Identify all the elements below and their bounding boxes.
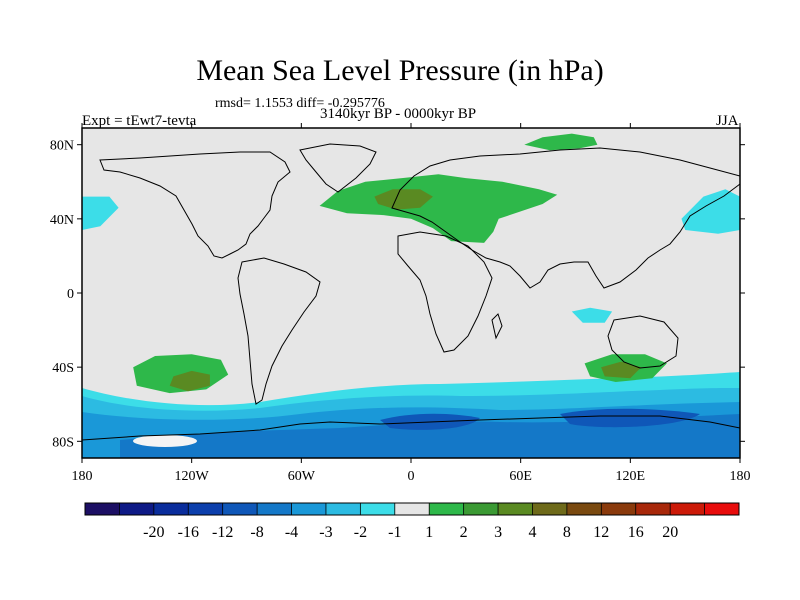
- colorbar-swatch: [188, 503, 224, 515]
- colorbar-swatch: [257, 503, 293, 515]
- chart-title: Mean Sea Level Pressure (in hPa): [196, 54, 604, 87]
- southern-ocean-bands: [82, 372, 740, 458]
- colorbar-label: 2: [460, 524, 468, 541]
- colorbar-label: 8: [563, 524, 571, 541]
- colorbar-label: 20: [662, 524, 678, 541]
- region-indian-ocean-low: [571, 307, 613, 323]
- period-label: 3140kyr BP - 0000kyr BP: [320, 106, 477, 122]
- lat-label: 80S: [52, 435, 74, 450]
- lat-label: 0: [67, 287, 74, 302]
- region-north-atlantic-high: [319, 174, 558, 243]
- colorbar-label: -12: [212, 524, 233, 541]
- longitude-axis: 180 120W 60W 0 60E 120E 180: [72, 123, 751, 484]
- lon-label: 60E: [509, 469, 532, 484]
- colorbar-swatch: [532, 503, 568, 515]
- colorbar-swatch: [635, 503, 671, 515]
- region-north-pacific-low: [681, 189, 740, 234]
- lon-label: 180: [730, 469, 751, 484]
- coast-australia: [607, 315, 679, 369]
- coast-eurasia: [391, 147, 740, 289]
- lat-label: 40S: [52, 361, 74, 376]
- colorbar-swatch: [566, 503, 602, 515]
- colorbar-swatch: [291, 503, 327, 515]
- coast-antarctica: [82, 415, 740, 441]
- colorbar-swatch: [394, 503, 430, 515]
- subtitle-stats: rmsd= 1.1553 diff= -0.295776: [215, 96, 385, 111]
- colorbar-swatch: [153, 503, 189, 515]
- lon-label: 180: [72, 469, 93, 484]
- colorbar-label: 1: [425, 524, 433, 541]
- region-north-pacific-low-west: [82, 196, 119, 230]
- colorbar-label: 16: [628, 524, 644, 541]
- lon-label: 0: [408, 469, 415, 484]
- antarctic-neutral-patch: [133, 435, 197, 447]
- colorbar-swatch: [704, 503, 740, 515]
- coast-south-america: [237, 257, 321, 405]
- colorbar-label: 12: [593, 524, 609, 541]
- lat-label: 40N: [50, 213, 74, 228]
- season-label: JJA: [716, 113, 739, 129]
- colorbar-label: -2: [354, 524, 367, 541]
- colorbar-swatch: [498, 503, 533, 515]
- region-south-australia-core: [601, 361, 642, 379]
- lon-label: 120W: [175, 469, 210, 484]
- coast-africa: [397, 231, 493, 353]
- colorbar-swatch: [670, 503, 706, 515]
- colorbar-label: -1: [388, 524, 401, 541]
- colorbar-label: -8: [250, 524, 263, 541]
- region-north-asia-high: [524, 133, 598, 151]
- map-plot-area: [82, 128, 740, 458]
- coast-north-america: [99, 151, 291, 259]
- colorbar-frame: [84, 502, 740, 516]
- lat-label: 80N: [50, 139, 74, 154]
- colorbar-swatch: [325, 503, 361, 515]
- lon-label: 120E: [616, 469, 646, 484]
- colorbar-swatch: [360, 503, 396, 515]
- lon-label: 60W: [288, 469, 316, 484]
- colorbar-swatch: [119, 503, 155, 515]
- latitude-axis: 80N 40N 0 40S 80S: [50, 139, 745, 450]
- colorbar: -20 -16 -12 -8 -4 -3 -2 -1 1 2 3 4 8 12 16 20: [84, 502, 740, 541]
- colorbar-swatch: [463, 503, 499, 515]
- colorbar-swatch: [601, 503, 637, 515]
- cell-minus-8-south: [560, 408, 700, 428]
- colorbar-label: -3: [319, 524, 332, 541]
- colorbar-swatch: [222, 503, 258, 515]
- experiment-label: Expt = tEwt7-tevta: [82, 113, 197, 129]
- colorbar-label: -16: [178, 524, 199, 541]
- colorbar-swatch: [85, 503, 120, 515]
- coast-greenland: [299, 143, 377, 193]
- colorbar-label: -4: [285, 524, 298, 541]
- colorbar-label: 3: [494, 524, 502, 541]
- region-south-pacific-core: [169, 370, 210, 392]
- anomaly-regions: [82, 133, 740, 394]
- coastlines: [82, 143, 740, 441]
- region-europe-core: [374, 189, 433, 210]
- colorbar-swatch: [429, 503, 465, 515]
- colorbar-label: 4: [529, 524, 537, 541]
- coast-madagascar: [491, 313, 503, 340]
- colorbar-label: -20: [143, 524, 164, 541]
